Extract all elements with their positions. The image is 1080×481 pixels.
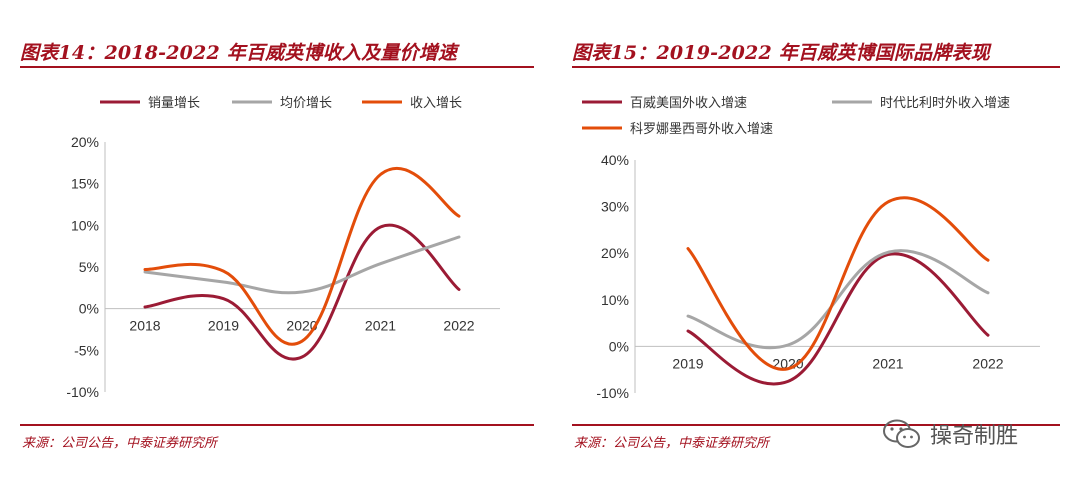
chart-revenue-volume-price: 销量增长 均价增长 收入增长 -10% -5% 0% 5% 10% 15% 20% 2018 2019…: [66, 96, 500, 400]
title-divider: [572, 66, 1060, 68]
figure-title: 图表15：2019-2022 年百威英博国际品牌表现: [572, 42, 990, 64]
title-divider: [20, 66, 534, 68]
wechat-icon: [883, 419, 920, 448]
legend-label: 均价增长: [280, 96, 332, 111]
y-tick-label: -10%: [66, 384, 99, 400]
legend-label: 销量增长: [148, 96, 200, 111]
watermark-text: 操奇制胜: [930, 424, 1019, 449]
legend-label: 科罗娜墨西哥外收入增速: [630, 122, 773, 137]
series-line: [686, 252, 990, 386]
legend-label: 收入增长: [410, 96, 462, 111]
series-line: [686, 249, 990, 350]
legend-label: 百威美国外收入增速: [630, 96, 747, 111]
y-tick-label: 15%: [71, 176, 99, 192]
figure-14-panel: 图表14：2018-2022 年百威英博收入及量价增速 销量增长 均价增长 收入增长…: [20, 42, 534, 451]
x-tick-label: 2019: [672, 355, 703, 371]
y-tick-label: 10%: [71, 217, 99, 233]
series-line: [686, 196, 990, 371]
series-line: [143, 166, 461, 346]
y-tick-label: 0%: [79, 301, 99, 317]
source-note: 来源：公司公告，中泰证券研究所: [574, 436, 770, 451]
x-tick-label: 2021: [365, 318, 396, 334]
series-line: [143, 235, 461, 295]
x-tick-label: 2020: [772, 355, 803, 371]
x-tick-label: 2019: [208, 318, 239, 334]
x-tick-label: 2022: [443, 318, 474, 334]
x-tick-label: 2021: [872, 355, 903, 371]
figure-15-panel: 图表15：2019-2022 年百威英博国际品牌表现 百威美国外收入增速 时代比利…: [552, 0, 1080, 481]
y-tick-label: -10%: [596, 385, 629, 401]
source-note: 来源：公司公告，中泰证券研究所: [22, 436, 218, 451]
watermark: 操奇制胜: [882, 416, 1062, 452]
source-divider: [20, 424, 534, 426]
figure-title: 图表14：2018-2022 年百威英博收入及量价增速: [20, 42, 458, 64]
y-tick-label: 0%: [609, 338, 629, 354]
y-tick-label: 10%: [601, 292, 629, 308]
x-tick-label: 2020: [286, 318, 317, 334]
x-tick-label: 2018: [129, 318, 160, 334]
y-tick-label: 40%: [601, 152, 629, 168]
source-divider: [572, 424, 1060, 426]
x-tick-label: 2022: [972, 355, 1003, 371]
y-tick-label: -5%: [74, 342, 99, 358]
series-line: [143, 223, 461, 361]
y-tick-label: 20%: [71, 134, 99, 150]
y-tick-label: 20%: [601, 245, 629, 261]
legend-label: 时代比利时外收入增速: [880, 96, 1010, 111]
y-tick-label: 5%: [79, 259, 99, 275]
y-tick-label: 30%: [601, 199, 629, 215]
